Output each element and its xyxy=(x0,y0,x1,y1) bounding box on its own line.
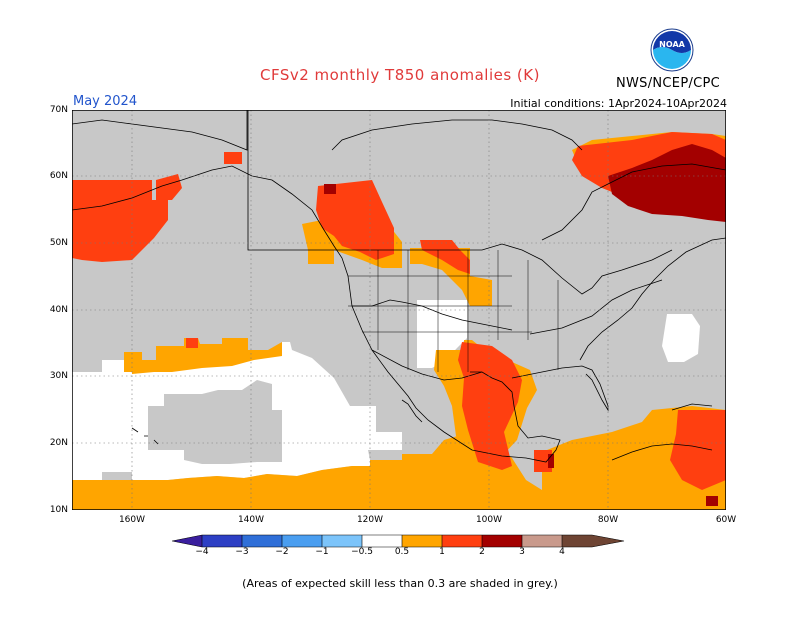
colorbar-swatch xyxy=(482,535,522,547)
colorbar-swatch xyxy=(442,535,482,547)
colorbar-label: −1 xyxy=(315,547,329,557)
colorbar-label: 2 xyxy=(479,547,485,557)
map-title: CFSv2 monthly T850 anomalies (K) xyxy=(260,66,540,84)
lat-label: 50N xyxy=(49,238,68,248)
colorbar-label: −4 xyxy=(195,547,209,557)
colorbar-swatch xyxy=(562,535,624,547)
logo-text: NOAA xyxy=(659,40,685,49)
colorbar-label: 3 xyxy=(519,547,525,557)
lat-label: 20N xyxy=(49,438,68,448)
lat-label: 70N xyxy=(49,105,68,115)
lon-label: 160W xyxy=(118,515,146,525)
lat-label: 30N xyxy=(49,371,68,381)
lon-label: 100W xyxy=(475,515,503,525)
lat-label: 40N xyxy=(49,305,68,315)
colorbar-swatch xyxy=(242,535,282,547)
lon-label: 80W xyxy=(597,515,619,525)
lat-label: 10N xyxy=(49,505,68,515)
colorbar-label: 0.5 xyxy=(394,547,410,557)
colorbar-swatch xyxy=(202,535,242,547)
colorbar xyxy=(172,534,625,548)
colorbar-label: 1 xyxy=(439,547,445,557)
colorbar-label: −3 xyxy=(235,547,249,557)
lat-label: 60N xyxy=(49,171,68,181)
lon-label: 140W xyxy=(237,515,265,525)
colorbar-swatch xyxy=(362,535,402,547)
colorbar-swatch xyxy=(172,535,202,547)
agency-label: NWS/NCEP/CPC xyxy=(616,76,721,91)
colorbar-swatch xyxy=(322,535,362,547)
state-borders xyxy=(348,250,559,372)
colorbar-label: −2 xyxy=(275,547,289,557)
footnote: (Areas of expected skill less than 0.3 a… xyxy=(242,577,558,590)
colorbar-swatch xyxy=(402,535,442,547)
noaa-logo: NOAA xyxy=(650,28,694,76)
gridlines xyxy=(72,110,726,510)
anomaly-darkred xyxy=(324,144,726,506)
forecast-month: May 2024 xyxy=(73,94,138,109)
lon-label: 60W xyxy=(715,515,737,525)
lon-label: 120W xyxy=(356,515,384,525)
anomaly-map xyxy=(72,110,726,510)
colorbar-swatch xyxy=(282,535,322,547)
initial-conditions: Initial conditions: 1Apr2024-10Apr2024 xyxy=(510,97,727,110)
colorbar-label: 4 xyxy=(559,547,565,557)
colorbar-swatch xyxy=(522,535,562,547)
colorbar-label: −0.5 xyxy=(351,547,373,557)
